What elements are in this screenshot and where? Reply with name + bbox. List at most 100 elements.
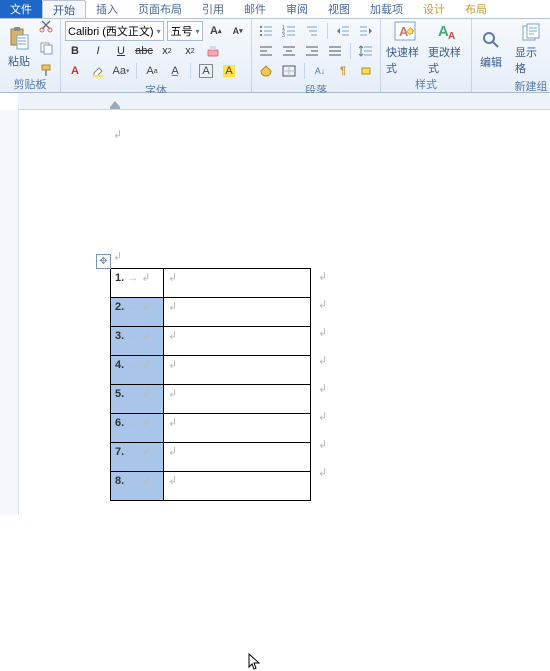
align-right-button[interactable] [302, 41, 322, 61]
quick-styles-label: 快速样式 [386, 44, 424, 76]
table-cell-number[interactable]: 7. → ↲ [111, 443, 164, 472]
tab-view[interactable]: 视图 [318, 0, 360, 18]
table-row[interactable]: 5. → ↲↲ [111, 385, 311, 414]
bullets-button[interactable] [256, 21, 276, 41]
vertical-ruler[interactable] [0, 110, 19, 515]
tab-design[interactable]: 设计 [413, 0, 455, 18]
paste-icon [7, 27, 31, 51]
copy-icon[interactable] [36, 38, 56, 58]
tab-addins[interactable]: 加载项 [360, 0, 413, 18]
multilevel-button[interactable] [302, 21, 322, 41]
table-row[interactable]: 1. → ↲↲ [111, 269, 311, 298]
align-center-button[interactable] [279, 41, 299, 61]
decrease-indent-button[interactable] [333, 21, 353, 41]
font-color-button[interactable]: A [65, 61, 85, 81]
show-format-icon [519, 22, 543, 42]
cut-icon[interactable] [36, 16, 56, 36]
separator [136, 63, 137, 79]
phonetic-button[interactable]: Aa [142, 61, 162, 81]
shading-button[interactable] [256, 61, 276, 81]
table-cell-number[interactable]: 4. → ↲ [111, 356, 164, 385]
tab-layout[interactable]: 布局 [455, 0, 497, 18]
table-cell-number[interactable]: 5. → ↲ [111, 385, 164, 414]
align-left-button[interactable] [256, 41, 276, 61]
separator [304, 63, 305, 79]
clear-format-icon[interactable] [203, 41, 223, 61]
line-spacing-button[interactable] [356, 41, 376, 61]
paragraph-mark: ↲ [318, 354, 327, 367]
paragraph-mark: ↲ [318, 298, 327, 311]
increase-indent-button[interactable] [356, 21, 376, 41]
table-cell-content[interactable]: ↲ [164, 269, 311, 298]
paragraph-mark: ↲ [318, 438, 327, 451]
tab-insert[interactable]: 插入 [86, 0, 128, 18]
horizontal-ruler[interactable] [18, 93, 550, 110]
table-row[interactable]: 8. → ↲↲ [111, 472, 311, 501]
table-cell-content[interactable]: ↲ [164, 298, 311, 327]
char-shading-button[interactable]: A [219, 61, 239, 81]
snap-button[interactable] [356, 61, 376, 81]
edit-label: 编辑 [480, 54, 502, 70]
group-clipboard: 粘贴 剪贴板 [0, 19, 61, 92]
justify-button[interactable] [325, 41, 345, 61]
char-border-button[interactable]: A [196, 61, 216, 81]
table-cell-number[interactable]: 8. → ↲ [111, 472, 164, 501]
table-cell-content[interactable]: ↲ [164, 356, 311, 385]
table-row[interactable]: 6. → ↲↲ [111, 414, 311, 443]
tab-mail[interactable]: 邮件 [234, 0, 276, 18]
table-move-handle[interactable]: ✥ [96, 254, 111, 269]
group-editing: 编辑 [472, 19, 510, 92]
group-clipboard-label: 剪贴板 [4, 75, 56, 94]
group-editing-label [476, 89, 506, 92]
quick-styles-button[interactable]: A 快速样式 [385, 20, 425, 76]
tab-references[interactable]: 引用 [192, 0, 234, 18]
table-cell-content[interactable]: ↲ [164, 414, 311, 443]
bold-button[interactable]: B [65, 41, 85, 61]
paste-label: 粘贴 [8, 53, 30, 69]
enclose-char-button[interactable]: A̲ [165, 61, 185, 81]
document-area[interactable]: ↲ ✥ 1. → ↲↲2. → ↲↲3. → ↲↲4. → ↲↲5. → ↲↲6… [0, 110, 550, 515]
group-new: 显示格 新建组 [510, 19, 550, 92]
show-marks-button[interactable]: ¶ [333, 61, 353, 81]
paste-button[interactable]: 粘贴 [4, 20, 34, 76]
change-styles-button[interactable]: AA 更改样式 [427, 20, 467, 76]
table-row[interactable]: 4. → ↲↲ [111, 356, 311, 385]
subscript-button[interactable]: x2 [157, 41, 177, 61]
edit-button[interactable]: 编辑 [476, 21, 506, 77]
strikethrough-button[interactable]: abc [134, 41, 154, 61]
table-row[interactable]: 3. → ↲↲ [111, 327, 311, 356]
borders-button[interactable] [279, 61, 299, 81]
table-cell-content[interactable]: ↲ [164, 327, 311, 356]
italic-button[interactable]: I [88, 41, 108, 61]
table-row[interactable]: 2. → ↲↲ [111, 298, 311, 327]
change-styles-label: 更改样式 [428, 44, 466, 76]
font-size-value: 五号 [170, 23, 192, 39]
tab-review[interactable]: 审阅 [276, 0, 318, 18]
sort-button[interactable]: A↓ [310, 61, 330, 81]
highlight-button[interactable] [88, 61, 108, 81]
shrink-font-icon[interactable]: A▾ [228, 21, 247, 41]
group-styles: A 快速样式 AA 更改样式 样式 [381, 19, 472, 92]
change-case-button[interactable]: Aa▾ [111, 61, 131, 81]
underline-button[interactable]: U [111, 41, 131, 61]
table-row[interactable]: 7. → ↲↲ [111, 443, 311, 472]
numbering-button[interactable]: 123 [279, 21, 299, 41]
table-cell-number[interactable]: 2. → ↲ [111, 298, 164, 327]
superscript-button[interactable]: x2 [180, 41, 200, 61]
table-cell-content[interactable]: ↲ [164, 472, 311, 501]
font-name-combo[interactable]: Calibri (西文正文)▾ [65, 21, 164, 41]
table-cell-content[interactable]: ↲ [164, 443, 311, 472]
font-name-value: Calibri (西文正文) [68, 23, 154, 39]
document-table[interactable]: 1. → ↲↲2. → ↲↲3. → ↲↲4. → ↲↲5. → ↲↲6. → … [110, 268, 311, 501]
grow-font-icon[interactable]: A▴ [206, 21, 225, 41]
tab-pagelayout[interactable]: 页面布局 [128, 0, 192, 18]
paragraph-mark: ↲ [318, 326, 327, 339]
svg-text:3: 3 [282, 33, 285, 37]
show-format-label: 显示格 [515, 44, 547, 76]
table-cell-number[interactable]: 1. → ↲ [111, 269, 164, 298]
table-cell-number[interactable]: 3. → ↲ [111, 327, 164, 356]
font-size-combo[interactable]: 五号▾ [167, 21, 203, 41]
table-cell-number[interactable]: 6. → ↲ [111, 414, 164, 443]
table-cell-content[interactable]: ↲ [164, 385, 311, 414]
show-format-button[interactable]: 显示格 [514, 21, 548, 77]
